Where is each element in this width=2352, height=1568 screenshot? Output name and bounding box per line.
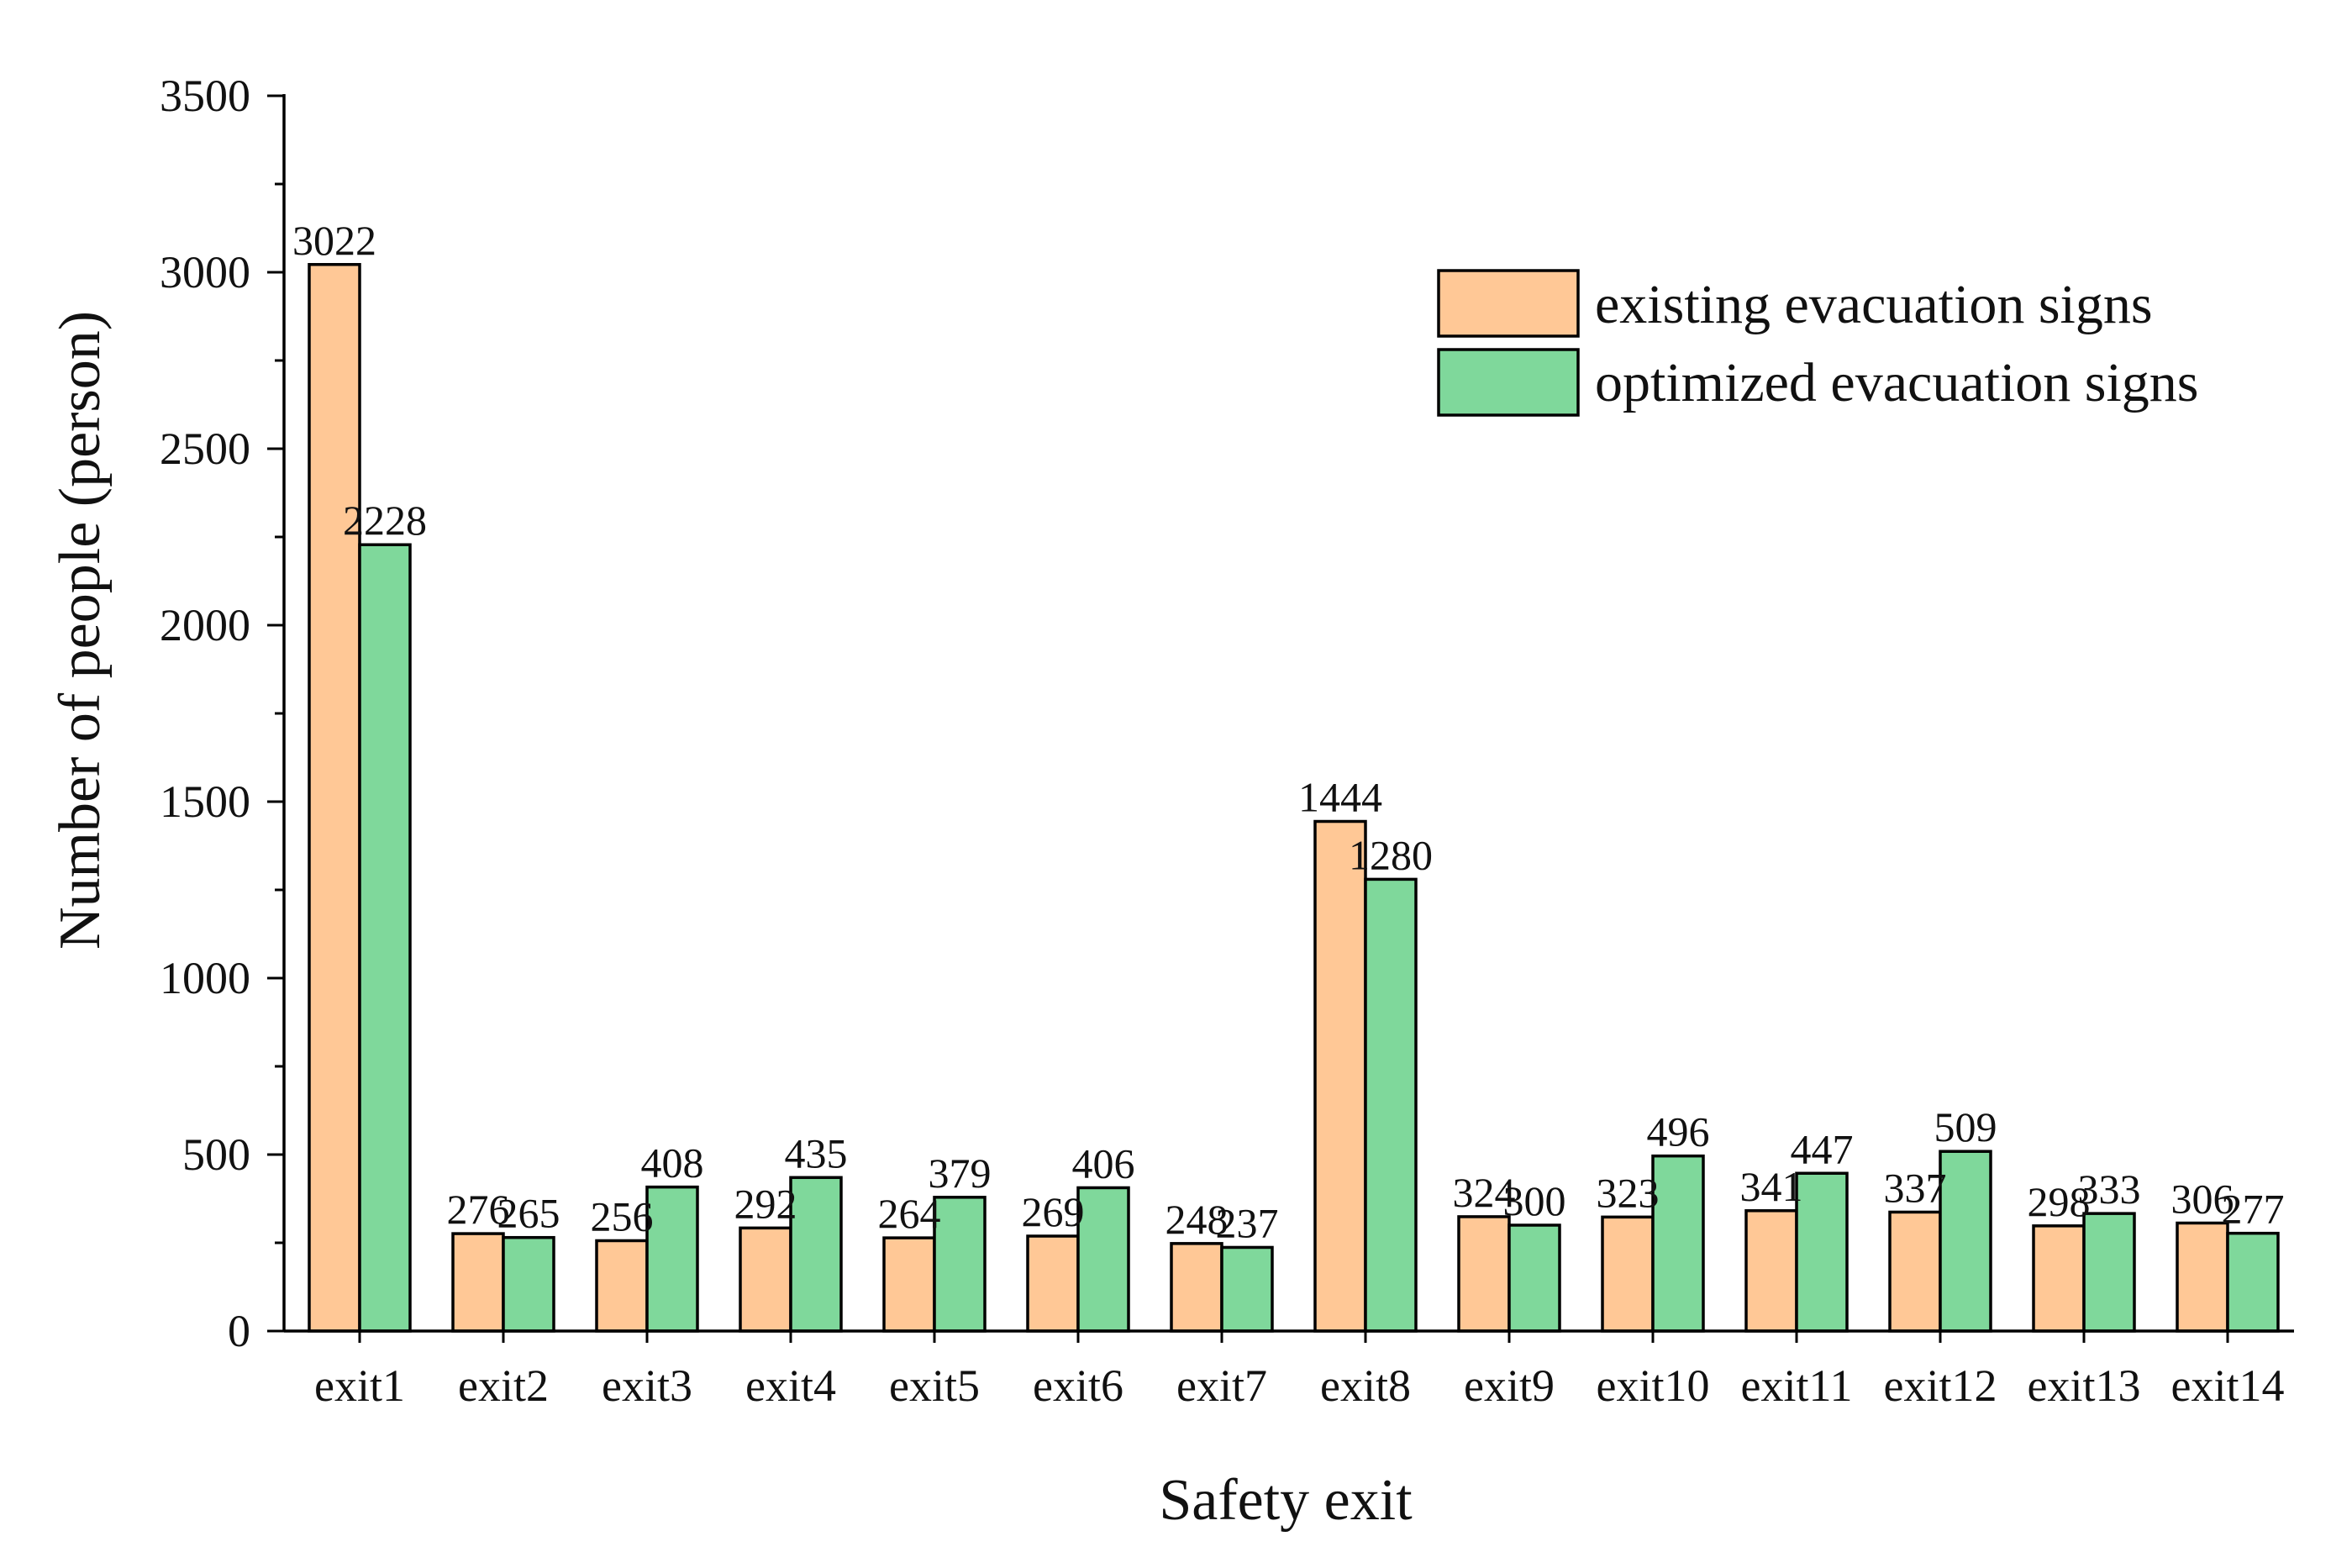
- data-label-existing-exit2: 276: [447, 1186, 510, 1233]
- data-label-optimized-exit9: 300: [1503, 1177, 1566, 1224]
- axes-layer: [267, 94, 2294, 1343]
- bar-optimized-exit7: [1220, 1245, 1274, 1333]
- bar-optimized-exit3: [645, 1185, 699, 1333]
- data-label-optimized-exit7: 237: [1216, 1199, 1279, 1246]
- y-tick-label-1000: 1000: [160, 953, 250, 1003]
- bar-existing-exit9: [1457, 1215, 1511, 1333]
- data-label-optimized-exit13: 333: [2078, 1165, 2141, 1213]
- bar-optimized-exit10: [1651, 1154, 1705, 1333]
- x-tick-label-exit7: exit7: [1176, 1360, 1267, 1411]
- bars-layer: [308, 263, 2280, 1333]
- legend: existing evacuation signs optimized evac…: [1437, 269, 2199, 417]
- bar-existing-exit13: [2032, 1224, 2086, 1333]
- y-tick-label-1500: 1500: [160, 776, 250, 827]
- data-label-existing-exit13: 298: [2028, 1178, 2091, 1225]
- data-label-existing-exit8: 1444: [1298, 774, 1382, 821]
- bar-optimized-exit5: [933, 1196, 987, 1333]
- bar-existing-exit5: [882, 1236, 936, 1333]
- bar-existing-exit2: [451, 1232, 505, 1333]
- data-label-existing-exit4: 292: [734, 1180, 797, 1227]
- x-tick-label-exit6: exit6: [1033, 1360, 1123, 1411]
- x-axis-title: Safety exit: [1159, 1468, 1413, 1533]
- y-tick-label-3000: 3000: [160, 247, 250, 297]
- bar-optimized-exit2: [502, 1235, 555, 1333]
- data-label-optimized-exit8: 1280: [1349, 831, 1433, 878]
- data-label-optimized-exit3: 408: [641, 1139, 704, 1187]
- bar-optimized-exit1: [358, 543, 412, 1333]
- legend-swatch-optimized: [1437, 348, 1580, 417]
- data-label-existing-exit7: 248: [1165, 1196, 1229, 1243]
- bar-existing-exit12: [1888, 1210, 1942, 1333]
- bar-existing-exit10: [1601, 1215, 1655, 1333]
- data-label-optimized-exit12: 509: [1934, 1103, 1997, 1150]
- tick-labels-layer: exit1 exit2 exit3 exit4 exit5 exit6 exit7 exit8…: [160, 71, 2284, 1411]
- bar-optimized-exit9: [1507, 1223, 1561, 1333]
- data-label-existing-exit9: 324: [1453, 1169, 1516, 1216]
- data-label-existing-exit14: 306: [2171, 1175, 2234, 1222]
- x-tick-label-exit14: exit14: [2171, 1360, 2285, 1411]
- y-tick-label-2500: 2500: [160, 424, 250, 474]
- bar-optimized-exit8: [1364, 877, 1418, 1333]
- x-tick-label-exit8: exit8: [1320, 1360, 1411, 1411]
- data-label-optimized-exit2: 265: [497, 1190, 560, 1237]
- data-label-optimized-exit11: 447: [1791, 1125, 1854, 1172]
- bar-existing-exit1: [308, 263, 361, 1333]
- y-axis-title: Number of people (person): [48, 311, 113, 950]
- x-tick-label-exit3: exit3: [602, 1360, 692, 1411]
- data-label-existing-exit6: 269: [1022, 1188, 1085, 1235]
- bar-existing-exit11: [1744, 1209, 1798, 1333]
- x-tick-label-exit1: exit1: [314, 1360, 405, 1411]
- data-label-optimized-exit14: 277: [2222, 1186, 2285, 1233]
- bar-optimized-exit6: [1076, 1186, 1130, 1333]
- data-label-existing-exit11: 341: [1740, 1163, 1803, 1210]
- data-label-optimized-exit10: 496: [1647, 1108, 1710, 1155]
- y-tick-label-2000: 2000: [160, 600, 250, 650]
- legend-label-existing: existing evacuation signs: [1595, 274, 2153, 335]
- data-label-optimized-exit6: 406: [1072, 1139, 1135, 1187]
- bar-existing-exit7: [1170, 1242, 1223, 1333]
- bar-optimized-exit12: [1939, 1150, 1992, 1333]
- x-tick-label-exit13: exit13: [2028, 1360, 2141, 1411]
- bar-existing-exit4: [739, 1226, 792, 1333]
- y-tick-label-3500: 3500: [160, 71, 250, 121]
- bar-optimized-exit13: [2082, 1212, 2136, 1333]
- bar-optimized-exit11: [1795, 1171, 1849, 1333]
- data-label-optimized-exit1: 2228: [343, 497, 427, 544]
- x-tick-label-exit10: exit10: [1597, 1360, 1710, 1411]
- bar-existing-exit3: [595, 1239, 649, 1333]
- x-tick-label-exit12: exit12: [1884, 1360, 1997, 1411]
- bar-existing-exit8: [1313, 819, 1367, 1333]
- bar-optimized-exit4: [789, 1176, 843, 1333]
- legend-swatch-existing: [1437, 269, 1580, 338]
- data-label-existing-exit1: 3022: [292, 217, 376, 264]
- data-label-existing-exit10: 323: [1597, 1169, 1660, 1216]
- x-tick-label-exit4: exit4: [745, 1360, 836, 1411]
- y-tick-label-0: 0: [228, 1306, 250, 1356]
- bar-optimized-exit14: [2226, 1231, 2280, 1333]
- x-tick-label-exit9: exit9: [1464, 1360, 1555, 1411]
- legend-label-optimized: optimized evacuation signs: [1595, 352, 2199, 413]
- data-label-existing-exit3: 256: [591, 1192, 654, 1239]
- bar-existing-exit14: [2176, 1221, 2229, 1333]
- bar-existing-exit6: [1026, 1234, 1080, 1333]
- y-tick-label-500: 500: [182, 1129, 250, 1180]
- data-label-existing-exit12: 337: [1884, 1164, 1947, 1211]
- data-label-optimized-exit4: 435: [785, 1129, 848, 1176]
- data-label-optimized-exit5: 379: [929, 1150, 992, 1197]
- x-tick-label-exit11: exit11: [1741, 1360, 1853, 1411]
- x-tick-label-exit5: exit5: [889, 1360, 980, 1411]
- data-label-existing-exit5: 264: [878, 1190, 941, 1237]
- x-tick-label-exit2: exit2: [458, 1360, 549, 1411]
